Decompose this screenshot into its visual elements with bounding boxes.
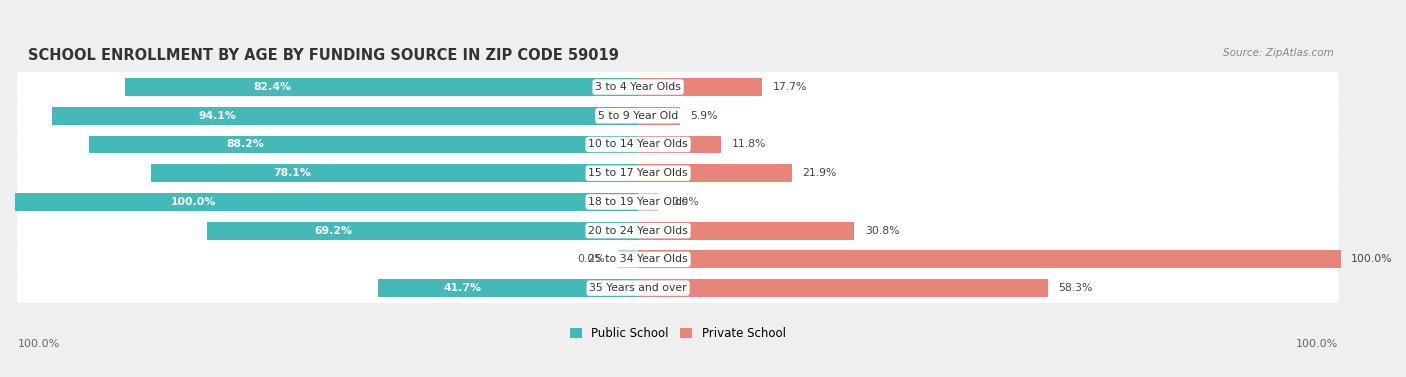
- FancyBboxPatch shape: [638, 193, 658, 211]
- Legend: Public School, Private School: Public School, Private School: [569, 327, 786, 340]
- Text: 21.9%: 21.9%: [803, 168, 837, 178]
- FancyBboxPatch shape: [638, 164, 792, 182]
- Text: 100.0%: 100.0%: [1351, 254, 1393, 264]
- FancyBboxPatch shape: [52, 107, 638, 125]
- Text: 82.4%: 82.4%: [253, 82, 291, 92]
- Text: 25 to 34 Year Olds: 25 to 34 Year Olds: [588, 254, 688, 264]
- FancyBboxPatch shape: [638, 136, 721, 153]
- Text: Source: ZipAtlas.com: Source: ZipAtlas.com: [1223, 48, 1334, 58]
- FancyBboxPatch shape: [17, 101, 1339, 131]
- Text: 0.0%: 0.0%: [671, 197, 699, 207]
- Text: 20 to 24 Year Olds: 20 to 24 Year Olds: [588, 226, 688, 236]
- Text: 18 to 19 Year Olds: 18 to 19 Year Olds: [588, 197, 688, 207]
- FancyBboxPatch shape: [125, 78, 638, 96]
- Text: 17.7%: 17.7%: [773, 82, 807, 92]
- Text: 100.0%: 100.0%: [170, 197, 217, 207]
- FancyBboxPatch shape: [89, 136, 638, 153]
- Text: 88.2%: 88.2%: [226, 139, 264, 149]
- FancyBboxPatch shape: [638, 250, 1341, 268]
- Text: 35 Years and over: 35 Years and over: [589, 283, 688, 293]
- Text: 30.8%: 30.8%: [865, 226, 900, 236]
- Text: 100.0%: 100.0%: [18, 339, 60, 349]
- Text: 11.8%: 11.8%: [731, 139, 766, 149]
- FancyBboxPatch shape: [15, 193, 638, 211]
- FancyBboxPatch shape: [378, 279, 638, 297]
- FancyBboxPatch shape: [17, 216, 1339, 245]
- FancyBboxPatch shape: [17, 244, 1339, 274]
- FancyBboxPatch shape: [638, 78, 762, 96]
- FancyBboxPatch shape: [17, 187, 1339, 217]
- Text: 69.2%: 69.2%: [315, 226, 353, 236]
- Text: SCHOOL ENROLLMENT BY AGE BY FUNDING SOURCE IN ZIP CODE 59019: SCHOOL ENROLLMENT BY AGE BY FUNDING SOUR…: [28, 48, 619, 63]
- FancyBboxPatch shape: [152, 164, 638, 182]
- Text: 10 to 14 Year Olds: 10 to 14 Year Olds: [588, 139, 688, 149]
- FancyBboxPatch shape: [17, 158, 1339, 188]
- Text: 15 to 17 Year Olds: 15 to 17 Year Olds: [588, 168, 688, 178]
- Text: 94.1%: 94.1%: [198, 111, 236, 121]
- Text: 100.0%: 100.0%: [1296, 339, 1339, 349]
- Text: 58.3%: 58.3%: [1059, 283, 1092, 293]
- Text: 5 to 9 Year Old: 5 to 9 Year Old: [598, 111, 678, 121]
- Text: 5.9%: 5.9%: [690, 111, 717, 121]
- FancyBboxPatch shape: [207, 222, 638, 239]
- Text: 41.7%: 41.7%: [443, 283, 481, 293]
- FancyBboxPatch shape: [17, 72, 1339, 102]
- Text: 78.1%: 78.1%: [273, 168, 311, 178]
- FancyBboxPatch shape: [638, 107, 679, 125]
- FancyBboxPatch shape: [619, 250, 638, 268]
- FancyBboxPatch shape: [17, 273, 1339, 303]
- FancyBboxPatch shape: [17, 130, 1339, 159]
- Text: 0.0%: 0.0%: [578, 254, 605, 264]
- Text: 3 to 4 Year Olds: 3 to 4 Year Olds: [595, 82, 681, 92]
- FancyBboxPatch shape: [638, 222, 855, 239]
- FancyBboxPatch shape: [638, 279, 1047, 297]
